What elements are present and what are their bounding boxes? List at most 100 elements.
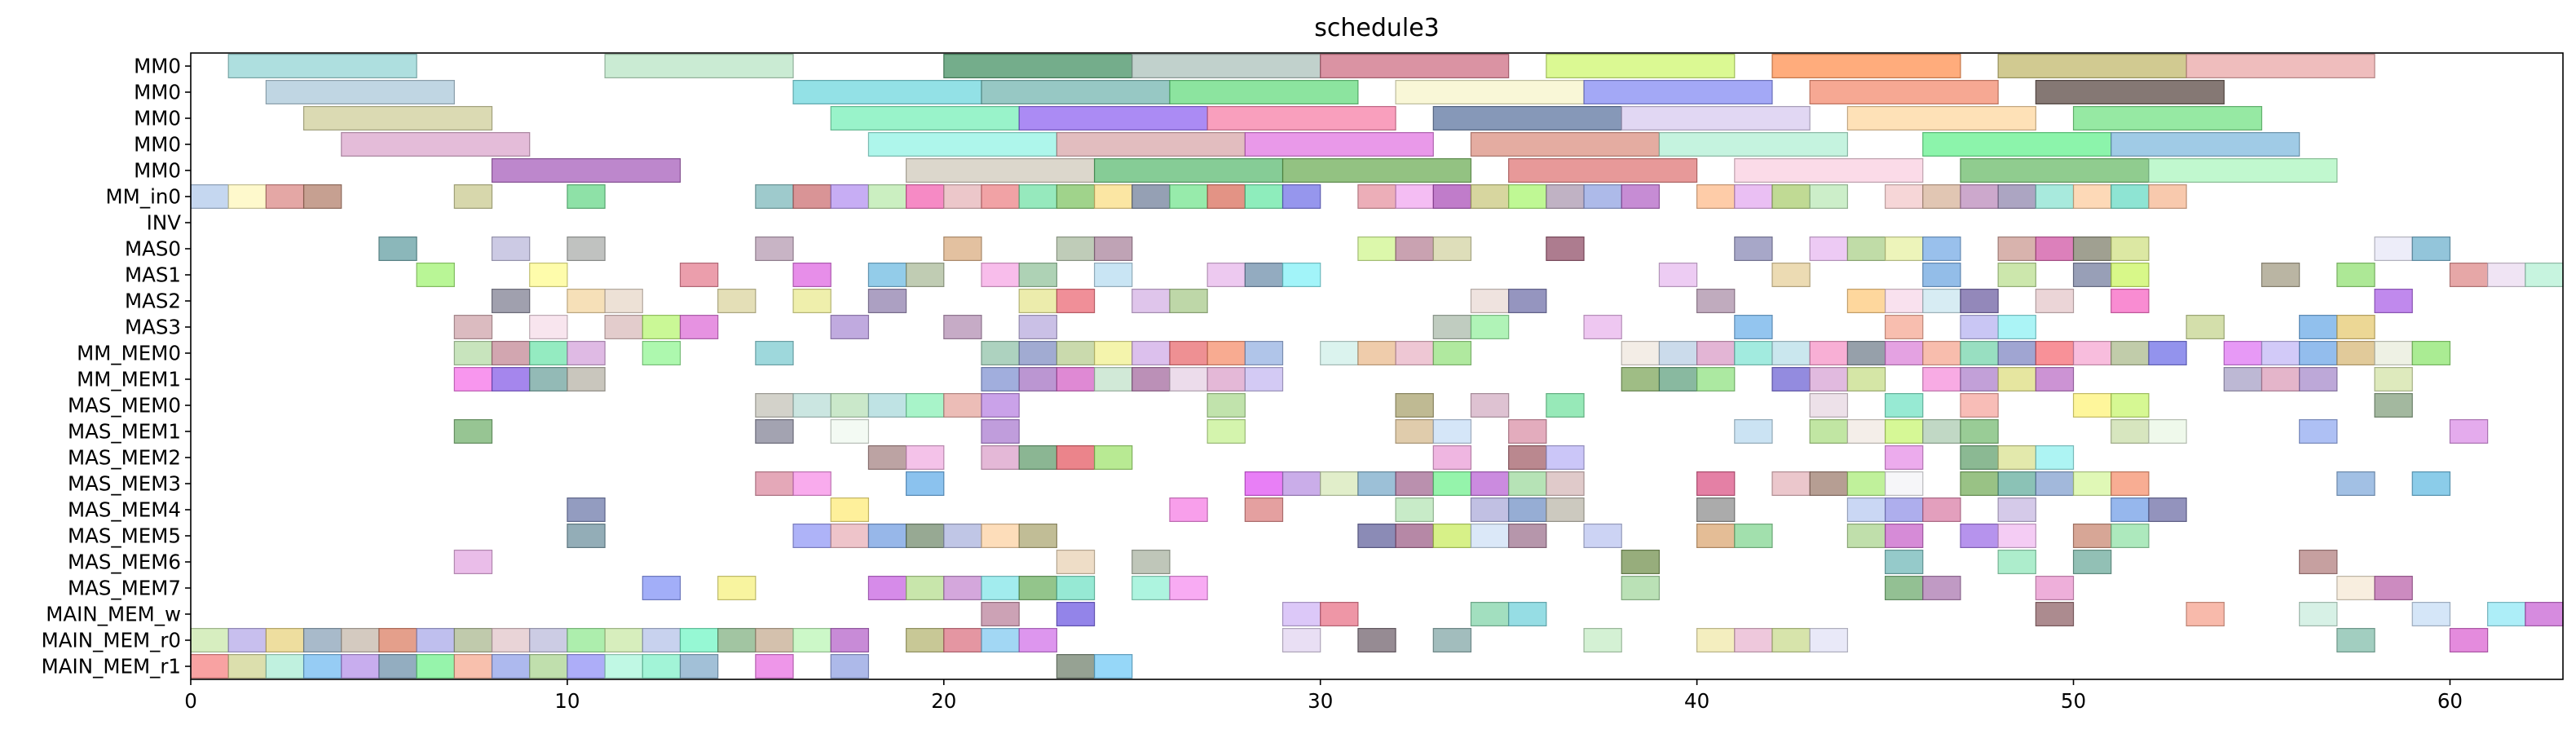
task-bar xyxy=(1621,341,1661,366)
task-bar xyxy=(943,523,982,548)
task-bar xyxy=(1470,289,1510,314)
task-bar xyxy=(1997,315,2036,340)
task-bar xyxy=(1960,418,1999,444)
task-bar xyxy=(1357,627,1396,652)
task-bar xyxy=(1809,627,1848,652)
task-bar xyxy=(1658,367,1698,392)
task-bar xyxy=(1734,315,1773,340)
task-bar xyxy=(529,653,568,679)
task-bar xyxy=(792,79,982,104)
task-bar xyxy=(1169,497,1208,522)
task-bar xyxy=(1809,184,1848,210)
task-bar xyxy=(1320,471,1359,496)
task-bar xyxy=(227,627,267,652)
task-bar xyxy=(1508,497,1547,522)
task-bar xyxy=(1508,418,1547,444)
task-bar xyxy=(679,263,719,288)
task-bar xyxy=(1809,393,1848,418)
task-bar xyxy=(2111,237,2150,262)
task-bar xyxy=(1696,367,1736,392)
task-bar xyxy=(1432,237,1472,262)
task-bar xyxy=(755,471,794,496)
task-bar xyxy=(2449,627,2489,652)
task-bar xyxy=(717,289,756,314)
task-bar xyxy=(491,289,531,314)
task-bar xyxy=(679,653,719,679)
task-bar xyxy=(1508,444,1547,470)
task-bar xyxy=(1583,523,1622,548)
plot-frame xyxy=(190,52,2564,680)
task-bar xyxy=(1131,367,1171,392)
task-bar xyxy=(567,341,606,366)
task-bar xyxy=(981,418,1020,444)
task-bar xyxy=(604,289,643,314)
task-bar xyxy=(1131,184,1171,210)
task-bar xyxy=(2035,237,2075,262)
task-bar xyxy=(1960,444,1999,470)
task-bar xyxy=(1922,367,1961,392)
task-bar xyxy=(341,653,380,679)
task-bar xyxy=(679,627,719,652)
task-bar xyxy=(1395,393,1434,418)
task-bar xyxy=(1583,627,1622,652)
task-bar xyxy=(1546,471,1585,496)
task-bar xyxy=(2411,237,2451,262)
task-bar xyxy=(1244,341,1284,366)
task-bar xyxy=(1131,289,1171,314)
task-bar xyxy=(1432,444,1472,470)
task-bar xyxy=(2299,341,2338,366)
task-bar xyxy=(1244,132,1434,157)
task-bar xyxy=(2035,289,2075,314)
task-bar xyxy=(1395,184,1434,210)
y-tick-label: MAIN_MEM_r1 xyxy=(42,655,181,679)
task-bar xyxy=(1922,289,1961,314)
task-bar xyxy=(867,132,1057,157)
task-bar xyxy=(2035,184,2075,210)
task-bar xyxy=(1056,549,1096,574)
task-bar xyxy=(190,184,229,210)
task-bar xyxy=(1320,341,1359,366)
task-bar xyxy=(2336,471,2375,496)
y-tick-label: MAS0 xyxy=(125,237,181,261)
task-bar xyxy=(1395,79,1585,104)
task-bar xyxy=(1508,158,1698,184)
y-tick-label: MM0 xyxy=(134,133,181,157)
task-bar xyxy=(1056,444,1096,470)
task-bar xyxy=(1621,106,1811,131)
task-bar xyxy=(2072,237,2112,262)
task-bar xyxy=(2111,418,2150,444)
task-bar xyxy=(906,523,945,548)
task-bar xyxy=(1281,184,1321,210)
task-bar xyxy=(1432,471,1472,496)
task-bar xyxy=(1960,393,1999,418)
task-bar xyxy=(830,418,870,444)
task-bar xyxy=(567,237,606,262)
y-tick-label: INV xyxy=(147,211,182,235)
task-bar xyxy=(378,237,417,262)
task-bar xyxy=(1846,471,1886,496)
task-bar xyxy=(1281,471,1321,496)
task-bar xyxy=(1546,184,1585,210)
task-bar xyxy=(1696,341,1736,366)
task-bar xyxy=(567,289,606,314)
task-bar xyxy=(2374,237,2413,262)
task-bar xyxy=(1960,367,1999,392)
y-tick-label: MM_MEM1 xyxy=(77,368,181,391)
task-bar xyxy=(1320,601,1359,626)
task-bar xyxy=(755,418,794,444)
task-bar xyxy=(1884,549,1924,574)
y-tick-label: MAIN_MEM_w xyxy=(46,603,181,626)
task-bar xyxy=(867,575,907,600)
task-bar xyxy=(1546,393,1585,418)
task-bar xyxy=(642,653,681,679)
task-bar xyxy=(1997,523,2036,548)
task-bar xyxy=(491,158,681,184)
chart-title: schedule3 xyxy=(1314,14,1440,42)
task-bar xyxy=(1018,523,1057,548)
task-bar xyxy=(491,341,531,366)
task-bar xyxy=(2223,341,2263,366)
task-bar xyxy=(1470,315,1510,340)
task-bar xyxy=(1884,471,1924,496)
y-tick-label: MAS_MEM7 xyxy=(68,577,181,600)
task-bar xyxy=(1846,523,1886,548)
